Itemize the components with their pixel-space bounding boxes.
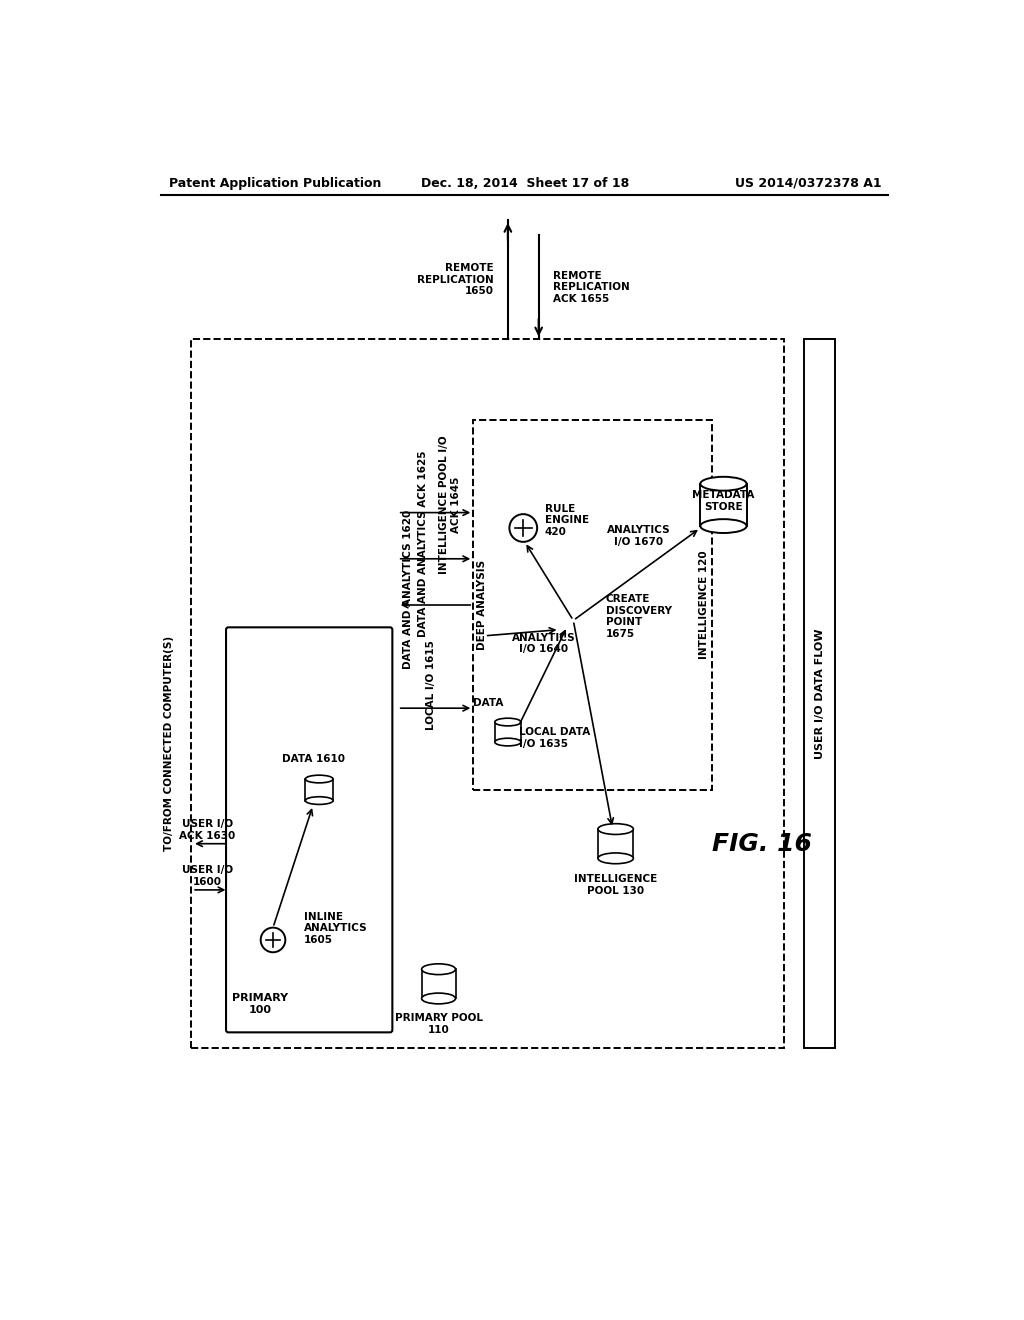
- Ellipse shape: [495, 738, 521, 746]
- Text: ANALYTICS
I/O 1670: ANALYTICS I/O 1670: [607, 525, 671, 546]
- Ellipse shape: [305, 775, 333, 783]
- Ellipse shape: [305, 797, 333, 804]
- FancyBboxPatch shape: [598, 829, 634, 858]
- Text: USER I/O
1600: USER I/O 1600: [182, 865, 233, 887]
- Circle shape: [509, 513, 538, 543]
- Text: REMOTE
REPLICATION
1650: REMOTE REPLICATION 1650: [417, 263, 494, 296]
- Text: Patent Application Publication: Patent Application Publication: [169, 177, 381, 190]
- Text: ANALYTICS
I/O 1640: ANALYTICS I/O 1640: [511, 632, 575, 655]
- Text: INLINE
ANALYTICS
1605: INLINE ANALYTICS 1605: [304, 912, 368, 945]
- Text: FIG. 16: FIG. 16: [712, 832, 812, 855]
- Text: DATA: DATA: [473, 698, 504, 708]
- Ellipse shape: [700, 519, 746, 533]
- FancyBboxPatch shape: [495, 722, 521, 742]
- Ellipse shape: [495, 718, 521, 726]
- Ellipse shape: [700, 477, 746, 491]
- FancyBboxPatch shape: [700, 483, 746, 527]
- Text: INTELLIGENCE POOL I/O
ACK 1645: INTELLIGENCE POOL I/O ACK 1645: [439, 436, 461, 574]
- Text: USER I/O DATA FLOW: USER I/O DATA FLOW: [815, 628, 824, 759]
- Text: TO/FROM CONNECTED COMPUTER(S): TO/FROM CONNECTED COMPUTER(S): [164, 636, 174, 851]
- Text: DATA AND ANALYTICS 1620: DATA AND ANALYTICS 1620: [402, 510, 413, 669]
- Text: PRIMARY POOL
110: PRIMARY POOL 110: [394, 1012, 482, 1035]
- Text: Dec. 18, 2014  Sheet 17 of 18: Dec. 18, 2014 Sheet 17 of 18: [421, 177, 629, 190]
- Ellipse shape: [422, 964, 456, 974]
- Text: LOCAL DATA
I/O 1635: LOCAL DATA I/O 1635: [519, 727, 591, 748]
- Text: REMOTE
REPLICATION
ACK 1655: REMOTE REPLICATION ACK 1655: [553, 271, 630, 304]
- Text: DEEP ANALYSIS: DEEP ANALYSIS: [477, 560, 487, 649]
- Text: US 2014/0372378 A1: US 2014/0372378 A1: [734, 177, 882, 190]
- Ellipse shape: [598, 824, 634, 834]
- Text: LOCAL I/O 1615: LOCAL I/O 1615: [426, 640, 436, 730]
- Ellipse shape: [598, 853, 634, 863]
- Text: PRIMARY
100: PRIMARY 100: [231, 993, 288, 1015]
- FancyBboxPatch shape: [422, 969, 456, 998]
- Text: INTELLIGENCE 120: INTELLIGENCE 120: [699, 550, 710, 659]
- Text: CREATE
DISCOVERY
POINT
1675: CREATE DISCOVERY POINT 1675: [605, 594, 672, 639]
- Text: METADATA
STORE: METADATA STORE: [692, 490, 755, 512]
- Text: RULE
ENGINE
420: RULE ENGINE 420: [545, 504, 589, 537]
- Text: DATA AND ANALYTICS ACK 1625: DATA AND ANALYTICS ACK 1625: [418, 450, 428, 636]
- Ellipse shape: [422, 993, 456, 1003]
- Circle shape: [261, 928, 286, 952]
- Text: INTELLIGENCE
POOL 130: INTELLIGENCE POOL 130: [574, 874, 657, 896]
- Text: DATA 1610: DATA 1610: [282, 754, 344, 764]
- FancyBboxPatch shape: [305, 779, 333, 800]
- Text: USER I/O
ACK 1630: USER I/O ACK 1630: [179, 818, 236, 841]
